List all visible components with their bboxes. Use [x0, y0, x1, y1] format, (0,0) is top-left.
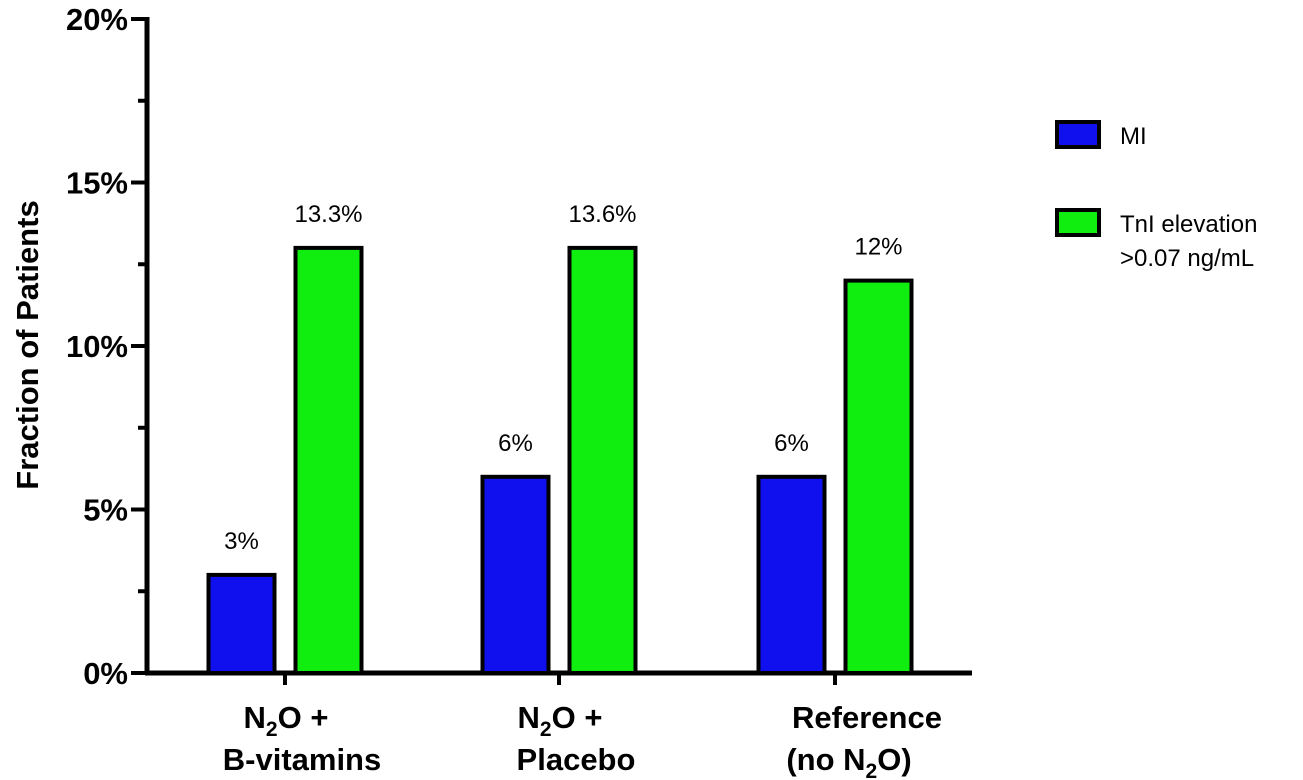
data-label: 13.3% [294, 201, 362, 228]
legend-swatch-tni [1055, 208, 1101, 237]
bar-tni [843, 278, 914, 675]
legend-label-tni-line2: >0.07 ng/mL [1120, 245, 1254, 272]
legend-label-mi: MI [1120, 123, 1147, 150]
data-label: 13.6% [568, 201, 636, 228]
y-axis-title: Fraction of Patients [10, 200, 45, 489]
bar-mi [206, 572, 277, 676]
y-tick-label: 5% [83, 493, 128, 528]
category-label-line1: N2O + [518, 700, 603, 741]
data-label: 3% [224, 528, 259, 555]
y-tick-label: 20% [66, 2, 128, 37]
legend-swatch-mi [1055, 120, 1101, 149]
data-label: 12% [854, 234, 902, 261]
axes: 0% 5% 10% 15% 20% [66, 2, 972, 691]
bar-mi [480, 474, 551, 675]
category-label-line2: Placebo [517, 742, 636, 777]
bar-tni [293, 245, 364, 675]
bar-mi [756, 474, 827, 675]
bars [206, 245, 914, 676]
bar-tni [567, 245, 638, 675]
data-label: 6% [498, 430, 533, 457]
y-tick-label: 0% [83, 656, 128, 691]
category-label-line1: N2O + [244, 700, 329, 741]
y-tick-label: 10% [66, 329, 128, 364]
category-label-line2: B-vitamins [223, 742, 381, 777]
legend: MI TnI elevation >0.07 ng/mL [1055, 120, 1257, 272]
data-labels: 3% 6% 6% 13.3% 13.6% 12% [224, 201, 902, 555]
y-tick-label: 15% [66, 166, 128, 201]
legend-label-tni-line1: TnI elevation [1120, 211, 1257, 238]
category-label-line1: Reference [792, 700, 942, 735]
category-label-line2: (no N2O) [786, 742, 911, 780]
data-label: 6% [774, 430, 809, 457]
